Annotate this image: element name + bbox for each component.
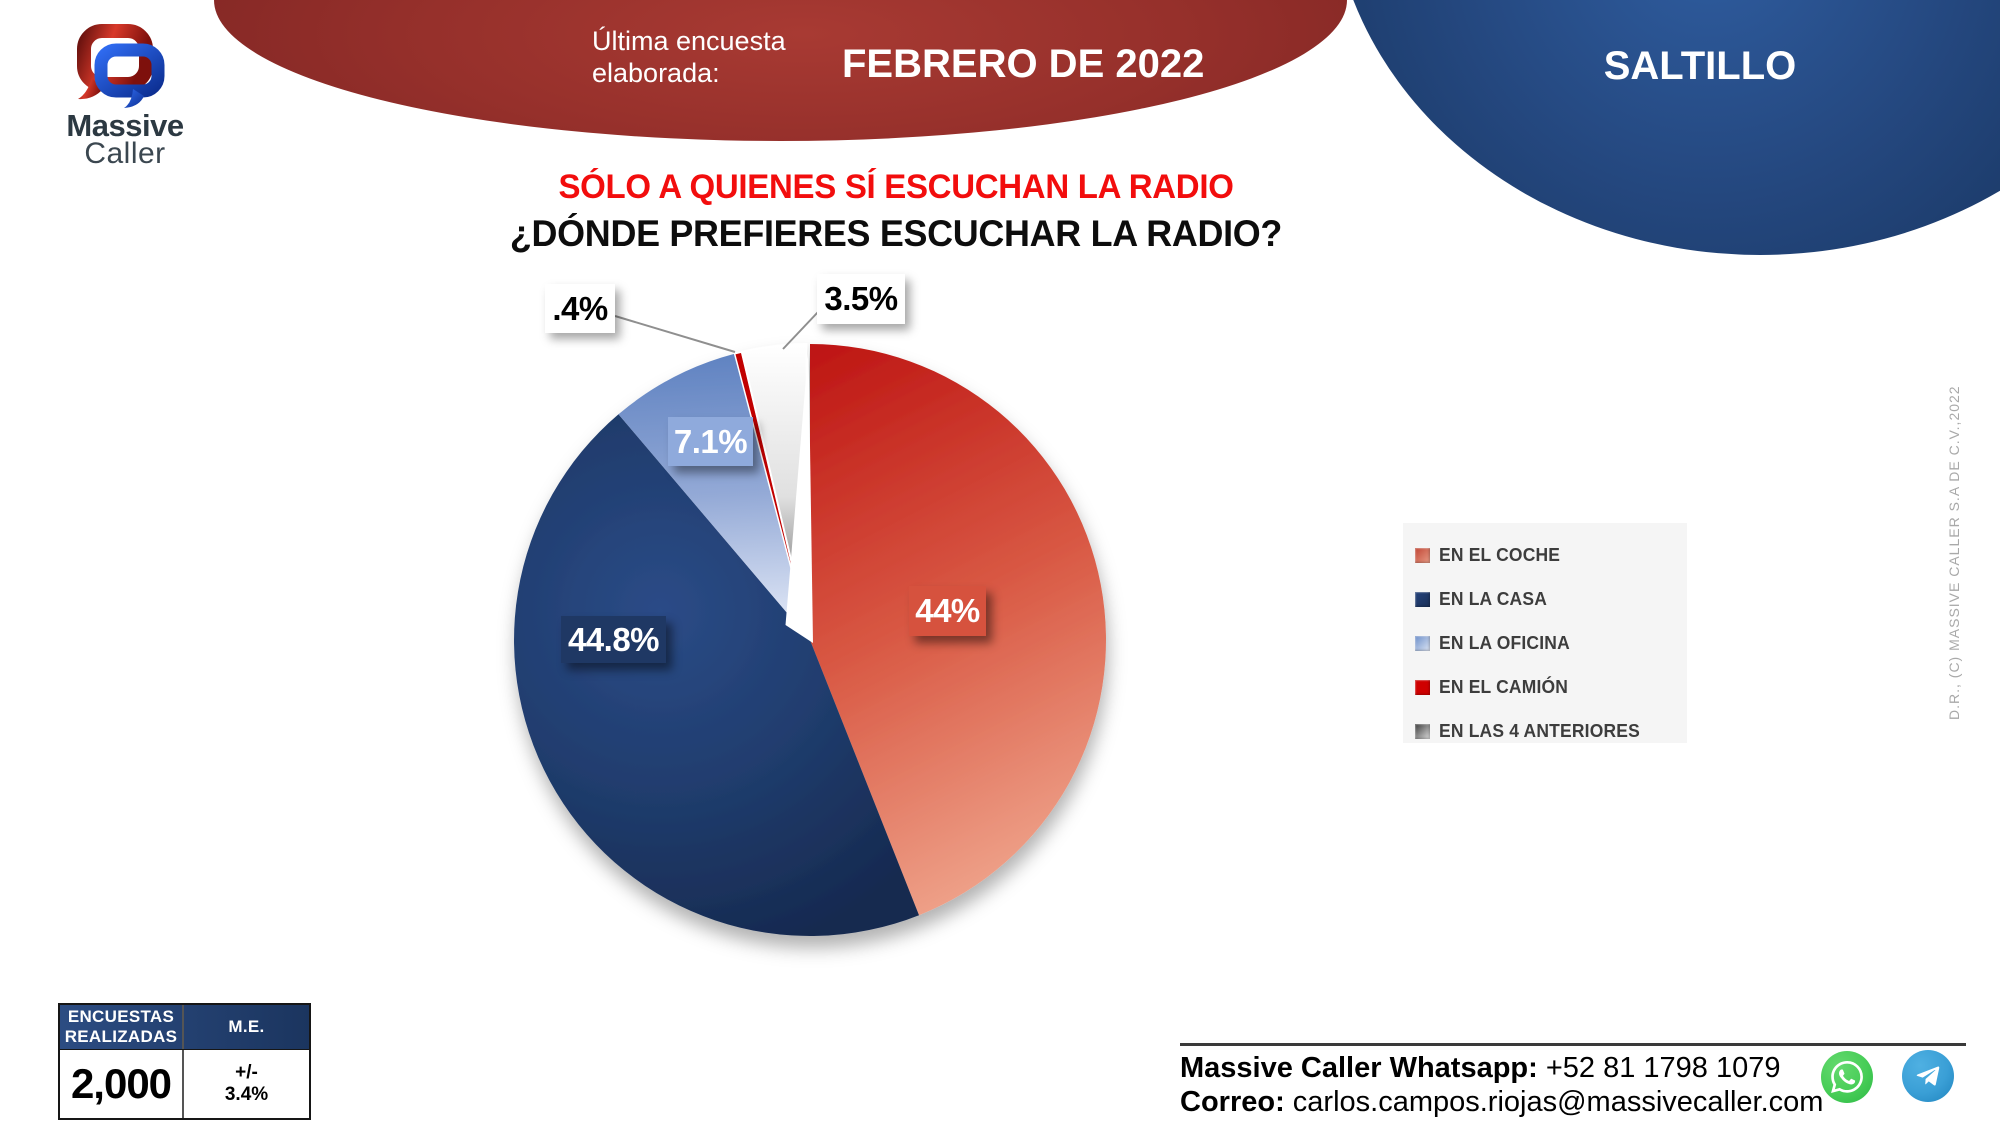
- pie-label-camion: .4%: [545, 284, 615, 333]
- legend-swatch-icon: [1415, 635, 1430, 651]
- legend-item-label: EN LA OFICINA: [1439, 632, 1570, 653]
- stats-header-surveys-line1: ENCUESTAS: [67, 1007, 175, 1027]
- pie-label-casa: 44.8%: [561, 616, 666, 663]
- contact-whatsapp-label: Massive Caller Whatsapp:: [1180, 1052, 1538, 1084]
- legend: EN EL COCHE EN LA CASA EN LA OFICINA EN EL …: [1403, 523, 1687, 743]
- contact-info: Massive Caller Whatsapp: +52 81 1798 107…: [1180, 1051, 1823, 1119]
- legend-item: EN LAS 4 ANTERIORES: [1415, 709, 1687, 753]
- stats-margin-value: +/- 3.4%: [184, 1050, 309, 1118]
- pie-slice-en-la-oficina: [618, 353, 810, 640]
- leader-line-camion: [614, 315, 736, 353]
- contact-email-label: Correo:: [1180, 1086, 1285, 1119]
- contact-email-value[interactable]: carlos.campos.riojas@massivecaller.com: [1284, 1086, 1824, 1119]
- massive-caller-logo-icon: [77, 24, 165, 108]
- legend-item: EN EL COCHE: [1415, 533, 1687, 577]
- pie-label-oficina: 7.1%: [668, 417, 753, 466]
- stats-header-me: M.E.: [228, 1017, 265, 1037]
- stats-header-surveys-line2: REALIZADAS: [64, 1027, 178, 1046]
- legend-item-label: EN LA CASA: [1439, 588, 1548, 609]
- leader-line-anteriores: [782, 311, 819, 350]
- legend-swatch-icon: [1415, 591, 1430, 607]
- pie-gap-wedge: [785, 347, 813, 643]
- stats-margin-pct: 3.4%: [224, 1084, 269, 1105]
- stats-header-surveys: ENCUESTAS REALIZADAS: [60, 1005, 184, 1049]
- chart-subtitle: SÓLO A QUIENES SÍ ESCUCHAN LA RADIO: [558, 168, 1234, 206]
- chart-titles: SÓLO A QUIENES SÍ ESCUCHAN LA RADIO ¿DÓN…: [296, 168, 1496, 255]
- pie-label-coche: 44%: [909, 586, 986, 636]
- stats-table-body: 2,000 +/- 3.4%: [60, 1050, 309, 1118]
- legend-item: EN LA CASA: [1415, 577, 1687, 621]
- header-survey-label: Última encuesta elaborada:: [592, 26, 786, 90]
- footer-divider: [1180, 1043, 1966, 1046]
- header-survey-label-line2: elaborada:: [592, 57, 720, 88]
- telegram-button[interactable]: [1902, 1050, 1954, 1102]
- pie-label-anteriores: 3.5%: [817, 274, 905, 324]
- legend-swatch-icon: [1415, 723, 1430, 739]
- legend-item-label: EN LAS 4 ANTERIORES: [1439, 720, 1640, 741]
- legend-swatch-icon: [1415, 679, 1430, 695]
- stats-table-header: ENCUESTAS REALIZADAS M.E.: [60, 1005, 309, 1050]
- legend-swatch-icon: [1415, 547, 1430, 563]
- telegram-icon: [1916, 1066, 1940, 1086]
- logo-wordmark-line2: Caller: [84, 137, 166, 170]
- contact-whatsapp-line: Massive Caller Whatsapp: +52 81 1798 107…: [1180, 1051, 1823, 1085]
- massive-caller-logo: Massive Caller: [40, 10, 210, 170]
- whatsapp-icon: [1831, 1061, 1863, 1093]
- legend-item: EN EL CAMIÓN: [1415, 665, 1687, 709]
- stats-table: ENCUESTAS REALIZADAS M.E. 2,000 +/- 3.4%: [58, 1003, 311, 1120]
- legend-item-label: EN EL COCHE: [1439, 544, 1561, 565]
- stats-margin-sign: +/-: [235, 1062, 258, 1084]
- header-date: FEBRERO DE 2022: [842, 42, 1205, 86]
- copyright-text: D.R., (C) MASSIVE CALLER S.A DE C.V.,202…: [1946, 385, 1962, 720]
- header-city: SALTILLO: [1603, 44, 1797, 88]
- pie-slice-en-la-casa: [514, 414, 919, 936]
- stats-surveys-value: 2,000: [60, 1050, 184, 1118]
- whatsapp-button[interactable]: [1821, 1051, 1873, 1103]
- pie-slices: [514, 342, 1107, 936]
- contact-email-line: Correo: carlos.campos.riojas@massivecall…: [1180, 1085, 1823, 1119]
- logo-wordmark-line1: Massive: [66, 108, 184, 143]
- legend-item: EN LA OFICINA: [1415, 621, 1687, 665]
- chart-title: ¿DÓNDE PREFIERES ESCUCHAR LA RADIO?: [509, 213, 1283, 254]
- header-survey-label-line1: Última encuesta: [592, 26, 786, 56]
- legend-item-label: EN EL CAMIÓN: [1439, 676, 1569, 697]
- contact-whatsapp-number: +52 81 1798 1079: [1537, 1052, 1781, 1084]
